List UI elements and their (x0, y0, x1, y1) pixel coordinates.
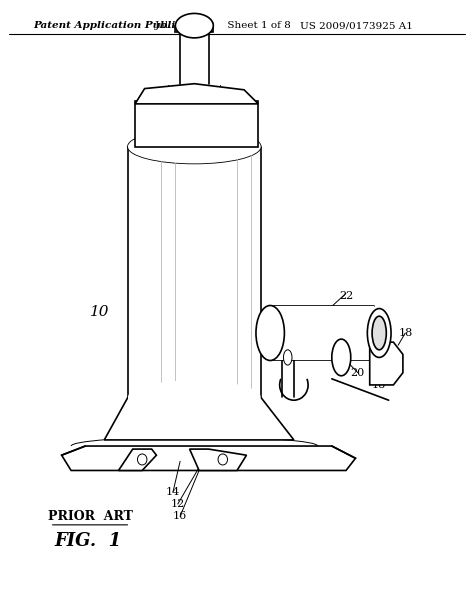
Ellipse shape (372, 316, 386, 349)
Text: US 2009/0173925 A1: US 2009/0173925 A1 (300, 21, 412, 31)
Text: 24: 24 (372, 316, 386, 326)
Ellipse shape (256, 306, 284, 360)
Ellipse shape (128, 380, 261, 414)
Text: 18: 18 (372, 380, 386, 390)
FancyBboxPatch shape (135, 101, 258, 147)
Polygon shape (175, 26, 213, 32)
Text: 22: 22 (339, 291, 353, 301)
Polygon shape (135, 84, 258, 104)
Polygon shape (370, 342, 403, 385)
Polygon shape (190, 449, 246, 470)
Ellipse shape (332, 339, 351, 376)
Text: FIG.  1: FIG. 1 (54, 532, 121, 550)
Polygon shape (62, 446, 356, 470)
Polygon shape (118, 449, 156, 470)
Text: 10: 10 (90, 305, 109, 318)
Text: Jul. 9, 2009    Sheet 1 of 8: Jul. 9, 2009 Sheet 1 of 8 (155, 21, 291, 31)
Ellipse shape (175, 13, 213, 38)
Text: 20: 20 (351, 368, 365, 378)
Text: 14: 14 (166, 487, 180, 497)
Ellipse shape (218, 454, 228, 465)
Text: Patent Application Publication: Patent Application Publication (33, 21, 212, 31)
Text: 18: 18 (398, 328, 412, 338)
Polygon shape (270, 306, 374, 360)
Polygon shape (104, 397, 294, 440)
Text: 16: 16 (173, 511, 187, 521)
Text: PRIOR  ART: PRIOR ART (47, 510, 133, 523)
Ellipse shape (128, 130, 261, 163)
Ellipse shape (367, 309, 391, 357)
Text: 12: 12 (171, 499, 185, 509)
Ellipse shape (137, 454, 147, 465)
Ellipse shape (283, 349, 292, 365)
